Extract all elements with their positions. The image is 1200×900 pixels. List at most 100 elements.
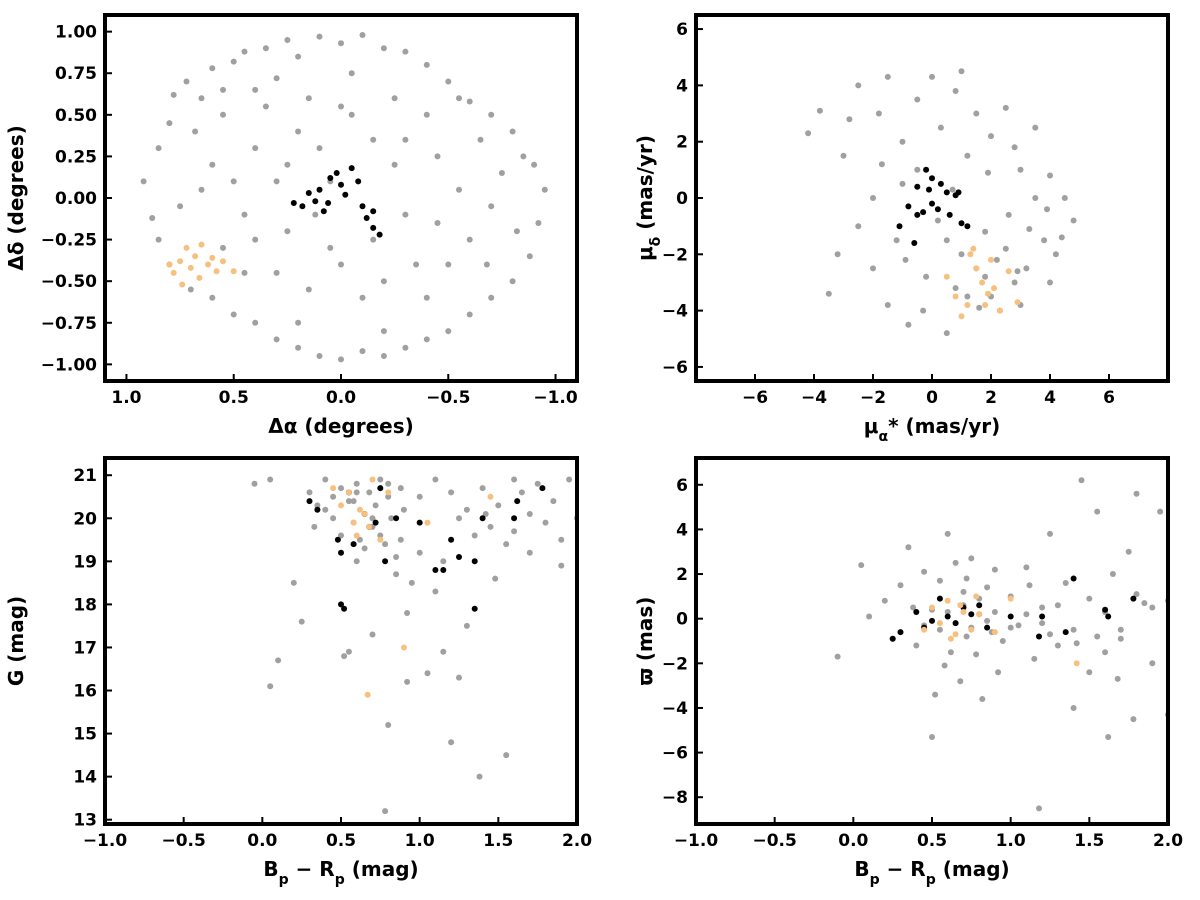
field-star-point xyxy=(251,480,258,487)
field-star-point xyxy=(834,653,841,660)
member-point-black xyxy=(952,620,959,627)
field-star-point xyxy=(518,489,525,496)
field-star-point xyxy=(805,130,812,137)
field-star-point xyxy=(1023,265,1030,272)
field-star-point xyxy=(463,622,470,629)
field-star-point xyxy=(149,215,156,221)
y-tick-label: −1.00 xyxy=(41,355,97,375)
field-star-point xyxy=(479,485,486,492)
x-tick-label: −0.5 xyxy=(752,831,796,851)
field-star-point xyxy=(445,78,452,85)
field-star-point xyxy=(991,566,998,573)
field-star-point xyxy=(1117,626,1124,633)
member-point-orange xyxy=(361,511,368,517)
field-star-point xyxy=(377,532,384,539)
field-star-point xyxy=(273,269,280,276)
field-star-point xyxy=(913,642,920,649)
field-star-point xyxy=(509,278,516,285)
field-star-point xyxy=(241,48,248,55)
field-star-point xyxy=(252,145,259,152)
member-point-orange xyxy=(970,245,977,252)
x-tick-label: 1.5 xyxy=(483,831,513,851)
field-star-point xyxy=(273,178,280,185)
field-star-point xyxy=(973,651,980,658)
member-point-black xyxy=(968,611,975,618)
field-star-point xyxy=(487,523,494,530)
field-star-point xyxy=(1026,226,1033,232)
member-point-orange xyxy=(205,261,211,268)
field-star-point xyxy=(402,211,409,218)
field-star-point xyxy=(348,111,355,118)
field-star-point xyxy=(262,45,269,52)
member-point-orange xyxy=(198,241,205,248)
member-point-orange xyxy=(209,254,216,261)
field-star-point xyxy=(314,502,321,509)
field-star-point xyxy=(393,571,400,578)
member-point-black xyxy=(1039,613,1046,620)
member-point-orange xyxy=(353,532,360,539)
field-star-point xyxy=(1002,104,1009,111)
y-tick-label: −2 xyxy=(662,245,688,265)
field-star-point xyxy=(1014,268,1021,275)
y-tick-label: −4 xyxy=(662,302,688,322)
field-star-point xyxy=(359,348,366,355)
member-point-orange xyxy=(364,691,371,698)
field-star-point xyxy=(526,549,533,556)
field-star-point xyxy=(177,203,184,210)
y-tick-label: 0.00 xyxy=(55,189,97,209)
member-point-black xyxy=(1036,633,1042,640)
member-point-orange xyxy=(967,251,974,258)
field-star-point xyxy=(1052,251,1059,258)
panel-cmd-g: −1.0 −0.5 0.0 0.5 1.0 1.5 2.0 21 20 19 18 17 16 15 14 1… xyxy=(4,456,592,888)
panel-proper-motion: −6 −4 −2 0 2 4 6 6 4 2 0 −2 −4 −6 μα* (mas/yr) μδ (mas/… xyxy=(633,13,1170,445)
field-star-point xyxy=(404,610,411,616)
field-star-point xyxy=(511,476,518,483)
member-point-black xyxy=(946,211,953,218)
y-tick-label: 6 xyxy=(676,476,688,496)
member-point-orange xyxy=(929,604,935,611)
member-point-black xyxy=(382,558,389,565)
field-star-point xyxy=(558,562,565,569)
member-point-black xyxy=(1062,629,1069,636)
member-point-orange xyxy=(377,536,384,543)
field-star-point xyxy=(322,506,329,513)
field-star-point xyxy=(316,353,323,359)
field-star-point xyxy=(311,523,318,530)
field-star-point xyxy=(893,237,900,244)
field-star-point xyxy=(914,166,921,173)
x-tick-label: 0.5 xyxy=(917,831,947,851)
field-star-point xyxy=(1054,642,1061,649)
field-star-point xyxy=(170,91,177,98)
field-star-point xyxy=(1031,655,1038,662)
field-star-point xyxy=(330,493,337,500)
field-star-point xyxy=(483,261,490,268)
y-tick-label: 6 xyxy=(676,20,688,40)
field-star-point xyxy=(960,588,967,595)
field-star-point xyxy=(1105,734,1112,740)
field-star-point xyxy=(1032,195,1039,201)
field-star-point xyxy=(1032,124,1039,131)
field-star-point xyxy=(488,203,495,210)
field-star-point xyxy=(252,86,259,93)
field-star-point xyxy=(1125,548,1132,555)
field-star-point xyxy=(984,584,991,591)
field-star-point xyxy=(155,236,162,243)
field-star-point xyxy=(416,493,423,500)
field-star-point xyxy=(949,186,956,193)
member-point-black xyxy=(1007,613,1014,620)
field-star-point xyxy=(1141,600,1148,607)
member-point-orange xyxy=(187,264,194,271)
member-point-orange xyxy=(1005,268,1012,275)
field-star-point xyxy=(1039,620,1046,627)
field-star-point xyxy=(471,532,478,539)
member-point-black xyxy=(290,200,297,206)
field-star-point xyxy=(1073,640,1080,647)
field-star-point xyxy=(198,186,205,193)
field-star-point xyxy=(1130,716,1137,723)
field-star-point xyxy=(345,648,352,655)
field-star-point xyxy=(488,111,495,118)
field-star-point xyxy=(1114,675,1121,682)
member-point-orange xyxy=(400,644,407,651)
field-star-point xyxy=(503,541,510,548)
member-point-black xyxy=(312,198,319,205)
